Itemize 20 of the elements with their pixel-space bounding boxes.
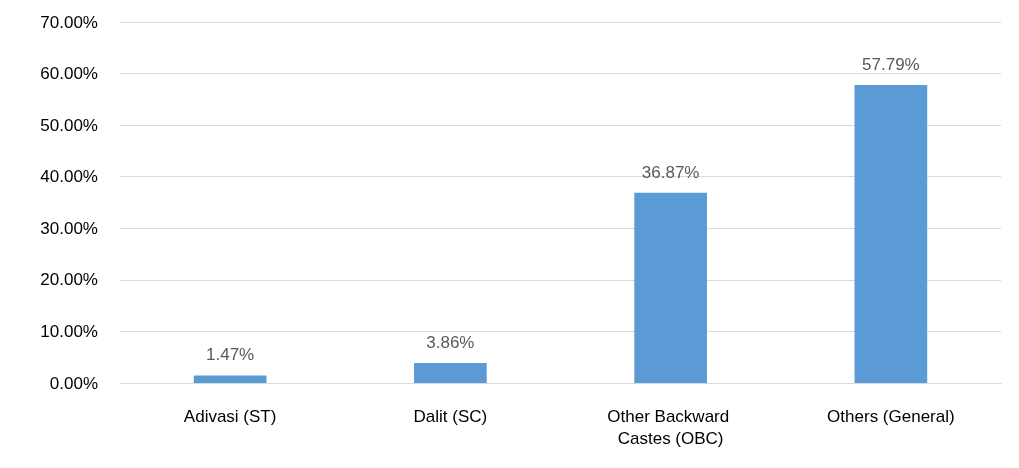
x-tick-label: Others (General) xyxy=(827,406,955,426)
x-tick-label: Adivasi (ST) xyxy=(183,406,277,426)
x-tick-label: Dalit (SC) xyxy=(413,406,488,426)
x-tick-label: Other Backward Castes (OBC) xyxy=(607,406,734,448)
data-label: 1.47% xyxy=(206,345,255,365)
y-tick-label: 50.00% xyxy=(40,115,98,135)
bar xyxy=(854,84,928,383)
y-tick-label: 40.00% xyxy=(40,167,98,187)
y-tick-label: 60.00% xyxy=(40,64,98,84)
y-tick-label: 20.00% xyxy=(40,270,98,290)
y-tick-label: 30.00% xyxy=(40,218,98,238)
data-label: 36.87% xyxy=(641,162,700,182)
y-tick-label: 70.00% xyxy=(40,12,98,32)
bar xyxy=(193,375,267,383)
data-label: 3.86% xyxy=(426,333,475,353)
bar xyxy=(634,192,707,383)
y-tick-label: 10.00% xyxy=(40,321,98,341)
data-label: 57.79% xyxy=(862,54,920,74)
y-tick-label: 0.00% xyxy=(49,373,98,393)
bar xyxy=(414,363,487,383)
